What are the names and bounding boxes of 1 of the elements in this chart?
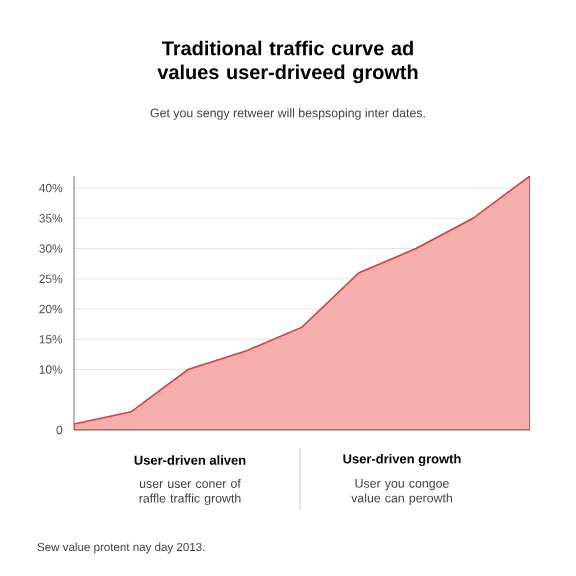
chart-title: Traditional traffic curve ad values user-driveed growth — [157, 40, 418, 84]
